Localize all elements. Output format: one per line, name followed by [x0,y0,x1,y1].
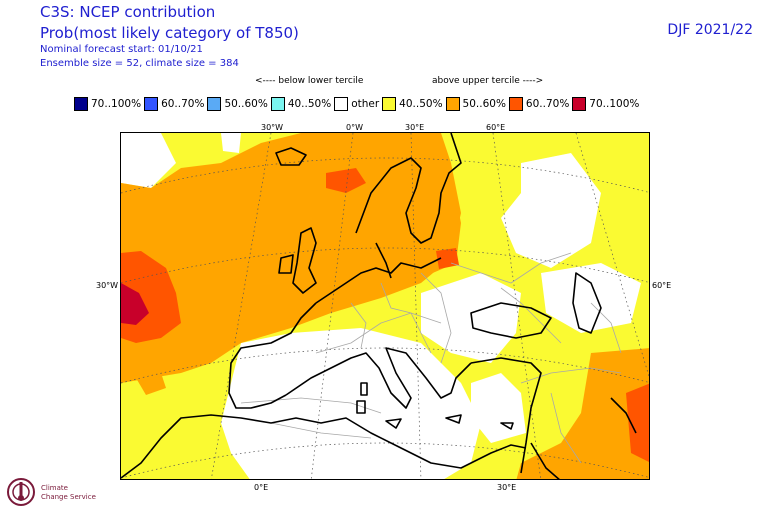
forecast-start: Nominal forecast start: 01/10/21 [40,44,203,55]
graticule [121,133,649,479]
lon-tick-30w: 30°W [261,123,284,132]
above-tercile-label: above upper tercile ----> [432,76,544,86]
legend-label: 50..60% [462,98,506,110]
legend-swatch [445,97,460,111]
season-label: DJF 2021/22 [667,22,753,38]
left-tick-30w: 30°W [96,281,119,290]
copernicus-logo: Climate Change Service [5,472,105,516]
ensemble-size: Ensemble size = 52, climate size = 384 [40,58,239,69]
logo-line-1: Climate [41,484,68,492]
probability-map [120,132,650,480]
lon-tick-60e: 60°E [486,123,506,132]
legend-item: 40..50% [382,97,443,111]
country-borders [240,252,622,464]
region-above-70-100 [121,283,149,325]
coastlines [121,133,637,479]
legend-label: 50..60% [224,98,268,110]
legend-item: 60..70% [144,97,204,111]
legend-swatch [144,97,159,111]
legend-label: 40..50% [399,98,443,110]
region-other [221,133,241,153]
bottom-tick-30e: 30°E [497,483,517,492]
lon-tick-30e: 30°E [405,123,425,132]
legend-item: 60..70% [508,97,570,111]
legend-swatch [572,97,587,111]
bottom-tick-0e: 0°E [254,483,269,492]
legend-item: other [334,97,379,111]
legend-swatch [74,97,88,111]
right-tick-60e: 60°E [652,281,672,290]
legend: 70..100% 60..70% 50..60% 40..50% other 4… [74,97,642,111]
region-other [541,263,641,333]
logo-line-2: Change Service [41,493,96,501]
legend-label: 60..70% [161,98,205,110]
region-other [121,133,176,188]
title-line-1: C3S: NCEP contribution [40,3,216,21]
legend-swatch [382,97,397,111]
region-above-50-60 [136,373,166,395]
legend-item: 70..100% [572,97,639,111]
title-line-2: Prob(most likely category of T850) [40,24,299,42]
region-above-50-60 [331,133,461,283]
lon-tick-0w: 0°W [346,123,363,132]
legend-item: 70..100% [74,97,141,111]
region-above-60-70 [326,168,366,193]
legend-item: 50..60% [445,97,506,111]
map-svg [121,133,649,479]
legend-label: 60..70% [525,98,570,110]
legend-swatch [270,97,285,111]
region-above-50-60 [516,348,649,479]
legend-label: 70..100% [589,98,640,110]
legend-swatch [207,97,222,111]
region-other [501,153,601,268]
region-above-60-70 [626,383,649,462]
legend-item: 40..50% [270,97,332,111]
legend-label: 40..50% [287,98,332,110]
legend-swatch [334,97,349,111]
legend-label: 70..100% [91,98,142,110]
legend-item: 50..60% [207,97,268,111]
below-tercile-label: <---- below lower tercile [255,76,364,86]
legend-swatch [508,97,523,111]
climate-service-logo-icon [7,478,35,506]
legend-label: other [351,98,380,110]
